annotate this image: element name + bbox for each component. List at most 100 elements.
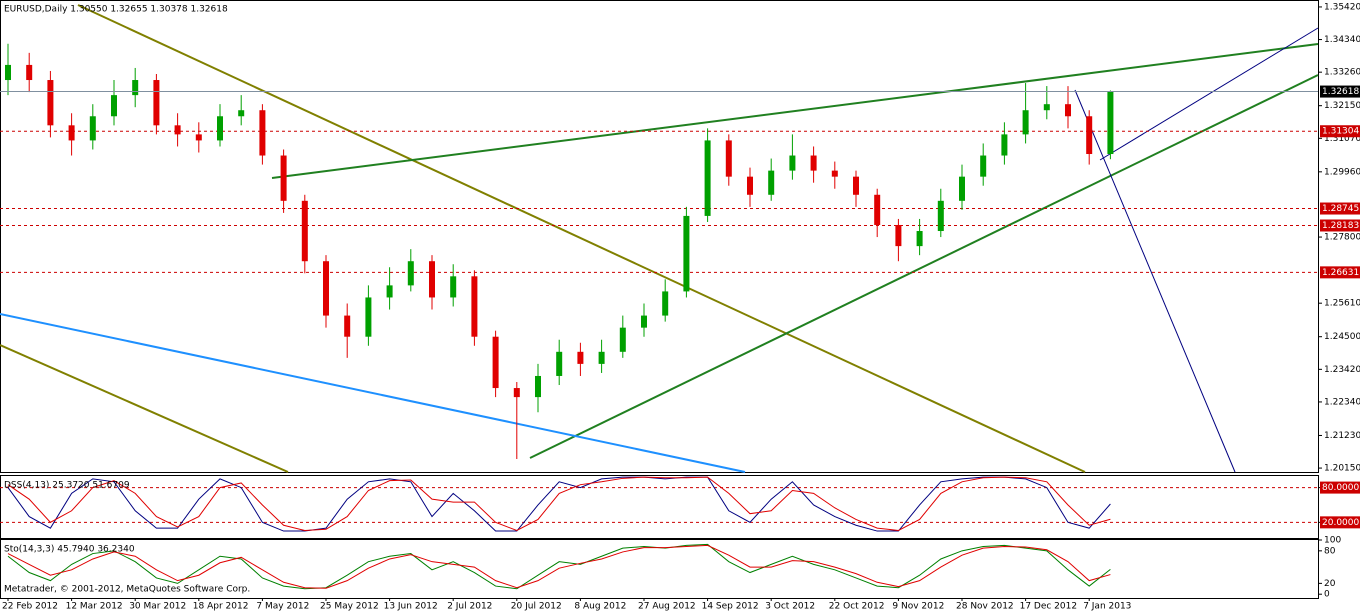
candle-body xyxy=(1001,134,1008,156)
level-box xyxy=(1320,125,1360,138)
level-label: 1.28183 xyxy=(1322,221,1359,231)
trendlines xyxy=(0,4,1319,473)
candle-body xyxy=(89,116,96,141)
candle-body xyxy=(153,80,160,126)
indicator-line xyxy=(7,476,1111,532)
x-tick-label: 20 Jul 2012 xyxy=(511,602,562,612)
x-tick-label: 7 Jan 2013 xyxy=(1083,602,1131,612)
candle-body xyxy=(407,261,414,286)
y-tick-label: 100 xyxy=(1324,536,1341,546)
indicator-line xyxy=(7,544,1111,589)
y-tick-label: 1.20150 xyxy=(1324,464,1360,474)
x-tick-label: 30 Mar 2012 xyxy=(129,602,186,612)
candle-body xyxy=(280,155,287,201)
y-tick-label: 1.33260 xyxy=(1324,68,1360,78)
x-tick-label: 9 Nov 2012 xyxy=(892,602,944,612)
level-box xyxy=(1320,266,1360,279)
candle-body xyxy=(323,261,329,316)
current-price-label: 1.32618 xyxy=(1322,87,1359,97)
x-tick-label: 28 Nov 2012 xyxy=(956,602,1014,612)
candle-body xyxy=(301,200,308,262)
x-tick-label: 12 Mar 2012 xyxy=(66,602,123,612)
trendline xyxy=(1074,89,1236,473)
level-label: 20.0000 xyxy=(1322,518,1359,528)
candle-body xyxy=(386,285,393,298)
candle-body xyxy=(619,327,626,352)
candle-body xyxy=(598,351,605,364)
candle-body xyxy=(471,276,478,337)
y-tick-label: 20 xyxy=(1324,579,1336,589)
y-tick-label: 0 xyxy=(1324,590,1330,600)
candle-body xyxy=(980,155,987,177)
candle-body xyxy=(874,194,881,225)
y-tick-label: 1.32150 xyxy=(1324,101,1360,111)
y-tick-label: 1.29960 xyxy=(1324,167,1360,177)
candle-body xyxy=(831,170,838,177)
candle-body xyxy=(704,140,711,216)
candle-body xyxy=(747,176,753,195)
candle-body xyxy=(937,200,944,232)
panel-title: DSS(4,13) 25.3720 51.6709 xyxy=(4,481,130,491)
candle-body xyxy=(513,388,520,398)
x-tick-label: 2 Jul 2012 xyxy=(447,602,492,612)
copyright: Metatrader, © 2001-2012, MetaQuotes Soft… xyxy=(4,585,250,595)
y-tick-label: 1.31070 xyxy=(1324,134,1360,144)
dss-panel xyxy=(0,475,1319,539)
level-box xyxy=(1320,219,1360,232)
x-tick-label: 3 Oct 2012 xyxy=(765,602,815,612)
y-tick-label: 1.34340 xyxy=(1324,35,1360,45)
candle-body xyxy=(68,125,75,141)
candle-body xyxy=(1022,110,1029,135)
y-tick-label: 1.24500 xyxy=(1324,332,1360,342)
candle-body xyxy=(768,170,775,195)
level-label: 1.26631 xyxy=(1322,268,1359,278)
y-tick-label: 1.27800 xyxy=(1324,233,1360,243)
y-tick-label: 1.21230 xyxy=(1324,431,1360,441)
main-panel xyxy=(0,0,1319,473)
candle-body xyxy=(365,297,372,337)
y-tick-label: 1.22340 xyxy=(1324,397,1360,407)
candle-body xyxy=(895,224,902,247)
level-label: 80.0000 xyxy=(1322,483,1359,493)
candle-body xyxy=(195,134,202,141)
indicator-line xyxy=(7,543,1111,590)
candle-body xyxy=(577,351,584,364)
x-tick-label: 25 May 2012 xyxy=(320,602,379,612)
candle-body xyxy=(217,116,223,141)
y-tick-label: 1.23420 xyxy=(1324,365,1360,375)
candle-body xyxy=(492,336,499,389)
candle-body xyxy=(1086,116,1093,155)
candle-body xyxy=(556,351,563,376)
x-tick-label: 22 Oct 2012 xyxy=(829,602,885,612)
candle-body xyxy=(535,375,541,398)
x-tick-label: 14 Sep 2012 xyxy=(702,602,759,612)
candle-body xyxy=(853,176,859,195)
candle-body xyxy=(344,315,351,337)
x-tick-label: 13 Jun 2012 xyxy=(384,602,438,612)
candle-body xyxy=(47,80,54,126)
candle-body xyxy=(111,95,117,117)
candle-body xyxy=(725,140,732,177)
trendline xyxy=(0,313,746,473)
x-tick-label: 7 May 2012 xyxy=(256,602,309,612)
level-box xyxy=(1320,481,1360,494)
candle-body xyxy=(1065,104,1071,117)
candle-body xyxy=(238,110,245,117)
y-tick-label: 80 xyxy=(1324,546,1336,556)
x-tick-label: 17 Dec 2012 xyxy=(1020,602,1078,612)
level-box xyxy=(1320,516,1360,529)
trendline xyxy=(77,4,1086,473)
level-box xyxy=(1320,202,1360,215)
y-tick-label: 1.25610 xyxy=(1324,299,1360,309)
candle-body xyxy=(26,64,33,81)
candle-body xyxy=(916,231,923,247)
candle-body xyxy=(789,155,796,171)
x-tick-label: 22 Feb 2012 xyxy=(2,602,58,612)
x-tick-label: 18 Apr 2012 xyxy=(193,602,249,612)
x-tick-label: 8 Aug 2012 xyxy=(574,602,626,612)
trendline xyxy=(1099,27,1319,161)
trendline xyxy=(271,43,1319,179)
candle-body xyxy=(5,64,11,81)
